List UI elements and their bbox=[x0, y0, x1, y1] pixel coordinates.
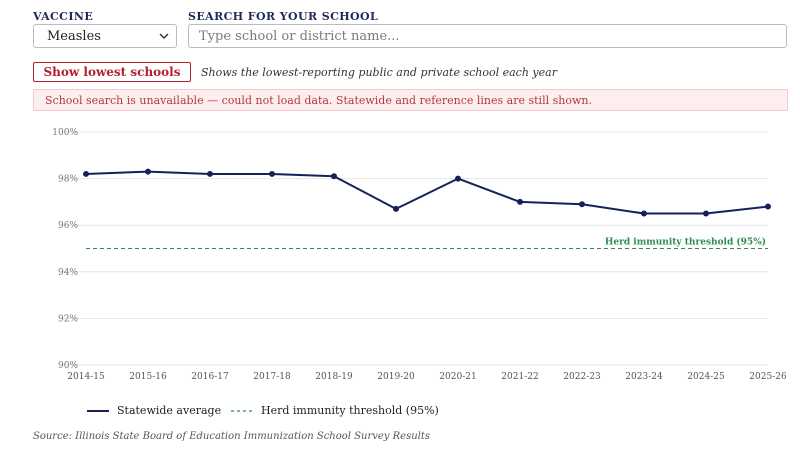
herd-threshold-label: Herd immunity threshold (95%) bbox=[605, 237, 766, 248]
data-point bbox=[393, 205, 399, 212]
data-point bbox=[641, 210, 647, 217]
data-point bbox=[703, 210, 709, 217]
error-banner: School search is unavailable — could not… bbox=[33, 89, 788, 111]
y-tick-label: 92% bbox=[58, 314, 78, 324]
vaccine-select-value: Measles bbox=[47, 28, 101, 44]
x-tick-label: 2022-23 bbox=[563, 372, 601, 382]
data-point bbox=[269, 170, 275, 177]
data-point bbox=[207, 170, 213, 177]
y-tick-label: 90% bbox=[58, 361, 78, 371]
chevron-down-icon bbox=[159, 33, 169, 39]
y-tick-label: 94% bbox=[58, 268, 78, 278]
x-tick-label: 2021-22 bbox=[501, 372, 538, 382]
x-tick-label: 2020-21 bbox=[439, 372, 476, 382]
legend-item-statewide: Statewide average bbox=[87, 404, 221, 417]
school-search-input[interactable] bbox=[188, 24, 787, 48]
x-tick-label: 2023-24 bbox=[625, 372, 663, 382]
x-tick-label: 2019-20 bbox=[377, 372, 415, 382]
vaccine-select[interactable]: Measles bbox=[33, 24, 177, 48]
x-tick-label: 2025-26 bbox=[749, 372, 787, 382]
y-tick-label: 100% bbox=[52, 128, 78, 138]
gridlines bbox=[60, 131, 768, 366]
data-point bbox=[765, 203, 771, 210]
y-axis-ticks: 90% 92% 94% 96% 98% 100% bbox=[52, 128, 78, 371]
data-point bbox=[579, 201, 585, 208]
data-point bbox=[455, 175, 461, 182]
series-line bbox=[85, 170, 769, 215]
y-tick-label: 96% bbox=[58, 221, 78, 231]
legend-label-statewide: Statewide average bbox=[117, 404, 222, 417]
series-statewide-average bbox=[83, 168, 771, 217]
x-axis-ticks: 2014-15 2015-16 2016-17 2017-18 2018-19 2019-… bbox=[67, 372, 787, 382]
source-note: Source: Illinois State Board of Educatio… bbox=[33, 431, 430, 442]
error-message: School search is unavailable — could not… bbox=[45, 93, 592, 107]
data-point bbox=[83, 170, 89, 177]
lowest-schools-note: Shows the lowest-reporting public and pr… bbox=[201, 66, 557, 79]
legend-swatch-dashed bbox=[231, 409, 253, 412]
legend-label-threshold: Herd immunity threshold (95%) bbox=[261, 404, 439, 417]
y-tick-label: 98% bbox=[58, 175, 78, 185]
show-lowest-schools-button[interactable]: Show lowest schools bbox=[33, 62, 191, 82]
legend-swatch-solid bbox=[87, 409, 109, 412]
x-tick-label: 2016-17 bbox=[191, 372, 229, 382]
x-tick-label: 2015-16 bbox=[129, 372, 167, 382]
data-point bbox=[517, 198, 523, 205]
vaccine-label: VACCINE bbox=[33, 10, 94, 23]
line-chart: 90% 92% 94% 96% 98% 100% 2014-15 2015-16 2016-1… bbox=[52, 128, 787, 382]
data-point bbox=[331, 173, 337, 180]
x-tick-label: 2018-19 bbox=[315, 372, 353, 382]
herd-threshold-line-group: Herd immunity threshold (95%) bbox=[86, 237, 768, 249]
legend-item-threshold: Herd immunity threshold (95%) bbox=[231, 404, 439, 417]
data-point bbox=[145, 168, 151, 175]
x-tick-label: 2017-18 bbox=[253, 372, 291, 382]
x-tick-label: 2014-15 bbox=[67, 372, 105, 382]
search-label: SEARCH FOR YOUR SCHOOL bbox=[188, 10, 379, 23]
x-tick-label: 2024-25 bbox=[687, 372, 725, 382]
